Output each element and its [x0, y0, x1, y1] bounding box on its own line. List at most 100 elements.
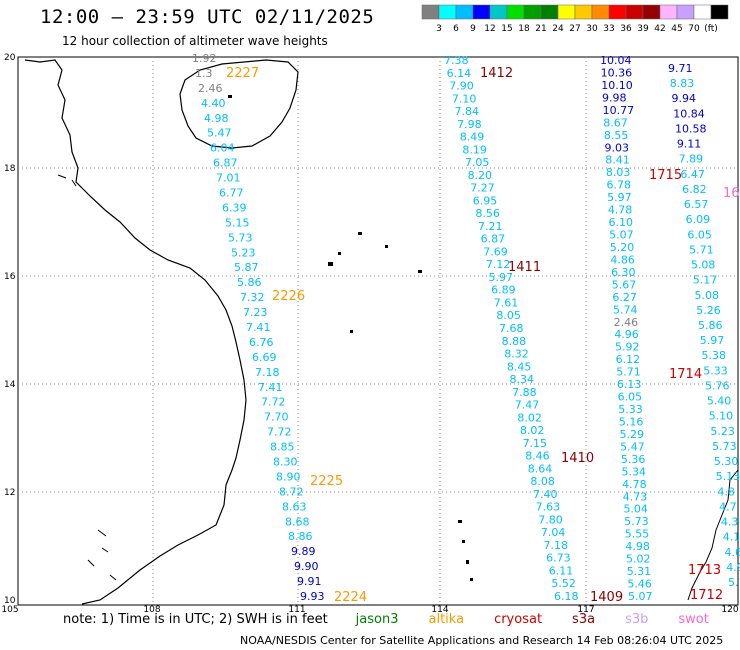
swh-value: 7.01: [216, 172, 241, 185]
swh-value: 7.70: [264, 411, 289, 424]
swh-value: 5.47: [207, 127, 232, 140]
swh-value: 5.73: [624, 515, 649, 528]
swh-value: 6.69: [252, 351, 277, 364]
swh-value: 7.18: [544, 539, 569, 552]
swh-value: 6.57: [684, 198, 709, 211]
swh-value: 6.14: [447, 67, 472, 80]
swh-value: 1.92: [192, 52, 217, 65]
lat-tick: 10: [4, 596, 16, 606]
swh-value: 6.05: [687, 228, 712, 241]
legend-label: 6: [453, 24, 459, 34]
swh-value: 9.93: [300, 590, 325, 603]
track-values-east: 9.71 8.83 9.94 10.84 10.58 9.11 7.89 6.47 6.82 6.…: [668, 62, 740, 589]
swh-value: 5.1: [728, 576, 740, 589]
swh-value: 5.17: [693, 274, 718, 287]
swh-value: 5.04: [623, 503, 648, 516]
swh-value: 9.98: [602, 91, 627, 104]
swh-value: 5.15: [225, 216, 250, 229]
swh-value: 5.33: [703, 364, 728, 377]
color-legend: 3 6 9 12 15 18 21 24 27 30 33 36 39 42 45 70 (ft): [421, 4, 729, 34]
swh-value: 7.32: [240, 291, 265, 304]
swh-value: 10.36: [601, 66, 633, 79]
swh-value: 6.76: [249, 336, 274, 349]
swh-value: 5.23: [710, 425, 735, 438]
pass-label: 1412: [480, 66, 513, 81]
swh-value: 5.34: [621, 465, 646, 478]
legend-label: 18: [518, 24, 530, 34]
swh-value: 7.04: [541, 526, 566, 539]
swh-value: 6.78: [607, 179, 632, 192]
pass-label: 2224: [334, 590, 367, 605]
swh-value: 7.23: [243, 306, 268, 319]
swh-value: 5.31: [627, 565, 652, 578]
swh-value: 4.7: [719, 500, 737, 513]
swh-value: 5.16: [619, 415, 644, 428]
legend-label: 30: [586, 24, 598, 34]
legend-label: 33: [603, 24, 614, 34]
swh-value: 5.36: [621, 453, 646, 466]
swh-value: 8.45: [507, 360, 532, 373]
lat-tick: 14: [4, 380, 16, 390]
legend-label: (ft): [704, 24, 718, 34]
source-swot: swot: [678, 612, 709, 627]
swh-value: 8.20: [468, 169, 493, 182]
map-frame: [17, 56, 739, 606]
swh-value: 8.64: [528, 462, 553, 475]
lon-tick: 117: [577, 605, 594, 615]
pass-label: 1712: [690, 588, 723, 603]
swh-value: 4.40: [201, 97, 226, 110]
swh-value: 8.34: [509, 373, 534, 386]
legend-label: 42: [654, 24, 665, 34]
swh-value: 5.55: [625, 528, 650, 541]
swh-value: 5.38: [702, 349, 727, 362]
swh-value: 2.46: [614, 316, 639, 329]
swh-value: 8.55: [604, 129, 629, 142]
swh-value: 9.90: [294, 560, 319, 573]
swh-value: 5.07: [628, 590, 653, 603]
swh-value: 7.88: [512, 386, 537, 399]
swh-value: 6.30: [611, 266, 636, 279]
swh-value: 7.61: [494, 296, 519, 309]
swh-value: 5.71: [689, 243, 714, 256]
philippines-coastline: [687, 469, 739, 601]
swh-value: 7.12: [486, 258, 511, 271]
swh-value: 9.71: [668, 62, 693, 75]
pass-label: 2227: [226, 66, 259, 81]
swh-value: 7.40: [533, 488, 558, 501]
swh-value: 7.84: [454, 105, 479, 118]
swh-value: 6.13: [617, 378, 642, 391]
swh-value: 6.10: [608, 216, 633, 229]
source-s3b: s3b: [625, 612, 649, 627]
lon-tick: 114: [431, 605, 448, 615]
swh-value: 8.56: [475, 207, 500, 220]
swh-value: 8.72: [279, 485, 304, 498]
swh-value: 1.3: [195, 67, 213, 80]
swh-value: 6.27: [612, 291, 637, 304]
s3a-track-values: 7.386.147.907.107.847.988.498.197.058.20…: [444, 54, 579, 603]
pass-label: 1714: [669, 367, 702, 382]
swh-value: 10.84: [673, 107, 705, 120]
pass-label: 2225: [310, 474, 343, 489]
swh-value: 7.90: [449, 80, 474, 93]
legend-label: 12: [484, 24, 495, 34]
legend-label: 27: [569, 24, 580, 34]
swh-value: 5.92: [615, 341, 640, 354]
swh-value: 5.08: [694, 289, 719, 302]
swh-value: 5.87: [234, 261, 259, 274]
note-line: note: 1) Time is in UTC; 2) SWH is in fe…: [63, 612, 739, 627]
swh-value: 8.03: [606, 166, 631, 179]
swh-value: 8.32: [504, 348, 529, 361]
source-s3a: s3a: [572, 612, 596, 627]
lon-tick: 120: [721, 605, 738, 615]
swh-value: 6.82: [682, 183, 707, 196]
swh-value: 8.19: [462, 143, 487, 156]
lon-tick: 105: [1, 605, 18, 615]
swh-value: 8.88: [502, 335, 526, 348]
swh-value: 5.71: [616, 366, 641, 379]
legend-label: 24: [552, 24, 564, 34]
swh-value: 7.47: [515, 399, 540, 412]
swh-value: 4.1: [723, 531, 740, 544]
lon-tick: 108: [143, 605, 160, 615]
swh-value: 7.10: [452, 92, 477, 105]
source-altika: altika: [428, 612, 465, 627]
